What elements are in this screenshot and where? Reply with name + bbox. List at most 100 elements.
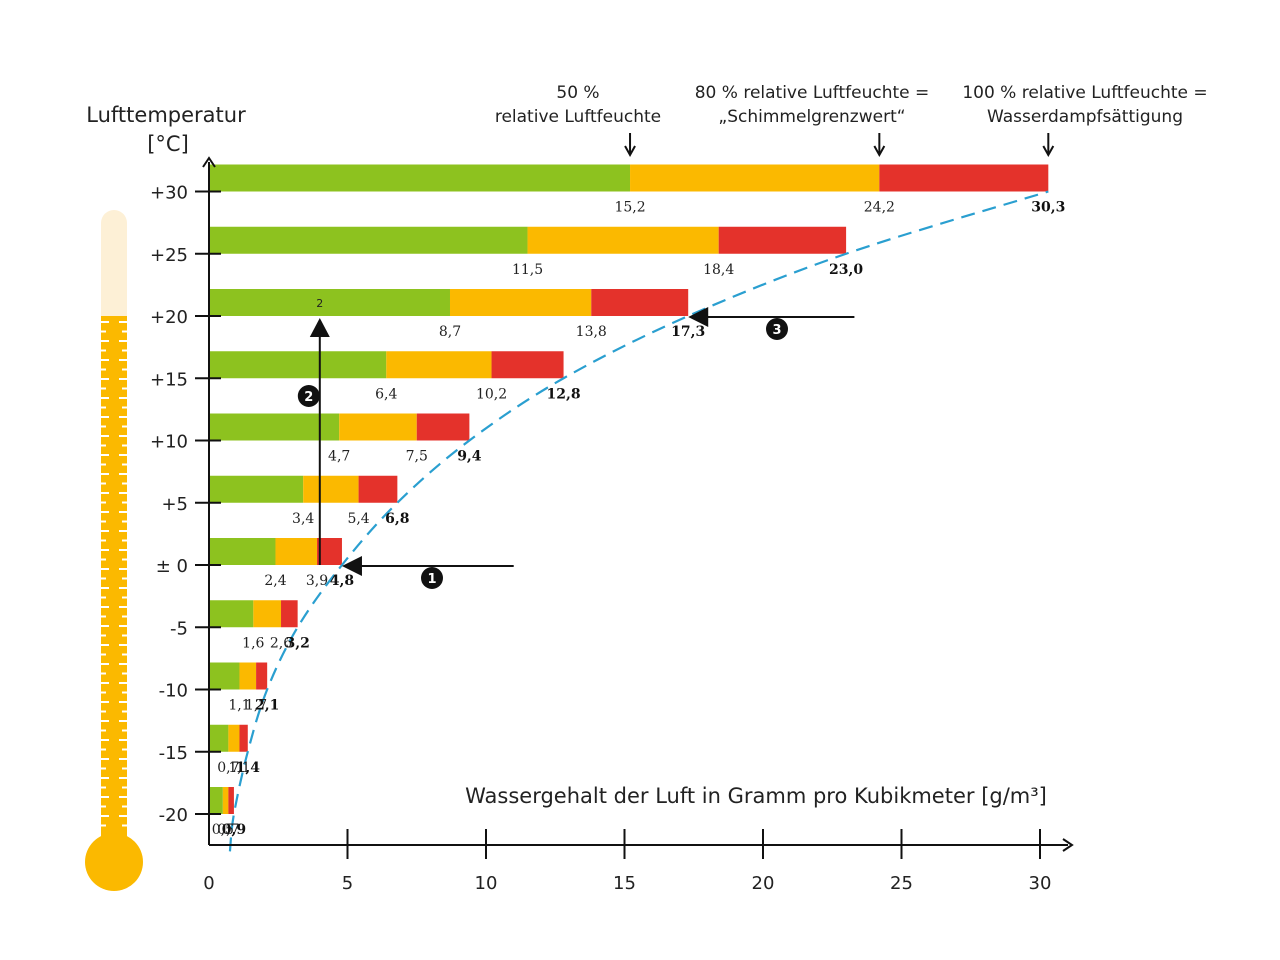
bar-segment-100 bbox=[491, 351, 564, 379]
bar-segment-80 bbox=[228, 724, 240, 752]
legend-arrowhead bbox=[624, 145, 636, 158]
bar-segment-80 bbox=[303, 475, 359, 503]
step-arrowhead bbox=[341, 556, 362, 576]
y-tick-label: +30 bbox=[150, 183, 188, 204]
bar-segment-80 bbox=[527, 226, 719, 254]
y-tick-label: +25 bbox=[150, 245, 188, 266]
value-label-50: 3,4 bbox=[292, 511, 314, 527]
y-tick-label: +10 bbox=[150, 432, 188, 453]
legend-annotation-text: relative Luftfeuchte bbox=[495, 107, 661, 127]
y-tick-label: -20 bbox=[159, 805, 188, 826]
bar-segment-50 bbox=[209, 289, 450, 316]
y-tick-label: -10 bbox=[159, 681, 188, 702]
legend-annotations: 50 % relative Luftfeuchte 80 % relative Lu… bbox=[495, 83, 1208, 158]
bar-segment-80 bbox=[253, 600, 282, 628]
value-label-80: 2,6 bbox=[270, 635, 292, 651]
bar-segment-50 bbox=[209, 662, 240, 690]
value-label-80: 10,2 bbox=[476, 386, 507, 402]
step-badge-number: 3 bbox=[772, 323, 781, 338]
step-top-label: 2 bbox=[316, 297, 323, 310]
axes: +30 +25 +20 +15 +10 +5 ± 0 -5 -10 -15 -20 0 5 10 15 20 2… bbox=[150, 156, 1074, 894]
legend-annotation-text: 50 % bbox=[556, 83, 599, 103]
bar-segment-100 bbox=[879, 164, 1049, 192]
value-label-80: 1,7 bbox=[245, 698, 267, 714]
thermometer-tube-top bbox=[101, 210, 127, 330]
x-tick-label: 20 bbox=[752, 873, 775, 894]
bar-segment-100 bbox=[591, 289, 689, 316]
bar-segment-80 bbox=[339, 413, 417, 441]
value-label-80: 3,9 bbox=[306, 573, 328, 589]
value-label-50: 1,1 bbox=[228, 698, 250, 714]
y-tick-label: +5 bbox=[161, 494, 188, 515]
value-label-80: 0,7 bbox=[217, 822, 239, 838]
step-arrowhead bbox=[309, 318, 330, 337]
value-labels: 15,2 24,2 30,311,5 18,4 23,08,7 13,8 17,36,4 10… bbox=[212, 200, 1066, 839]
thermometer-icon bbox=[85, 210, 143, 891]
value-label-80: 7,5 bbox=[406, 449, 428, 465]
y-axis-unit: [°C] bbox=[147, 132, 189, 156]
x-tick-label: 15 bbox=[613, 873, 636, 894]
value-label-100: 12,8 bbox=[547, 386, 581, 402]
value-label-50: 0,7 bbox=[217, 760, 239, 776]
value-label-50: 4,7 bbox=[328, 449, 350, 465]
value-label-50: 15,2 bbox=[614, 200, 645, 216]
bar-segment-80 bbox=[239, 662, 257, 690]
bar-segment-50 bbox=[209, 164, 631, 192]
step-badge-icon bbox=[297, 385, 320, 407]
step-badge-icon bbox=[421, 567, 443, 589]
x-tick-label: 25 bbox=[890, 873, 913, 894]
x-tick-label: 10 bbox=[475, 873, 498, 894]
bar-segment-50 bbox=[209, 600, 254, 628]
value-label-80: 5,4 bbox=[347, 511, 369, 527]
value-label-100: 17,3 bbox=[671, 324, 705, 340]
y-axis-title: Lufttemperatur bbox=[86, 103, 246, 127]
x-axis-arrowhead bbox=[1062, 838, 1074, 852]
x-tick-label: 0 bbox=[203, 873, 214, 894]
bar-segment-100 bbox=[256, 662, 268, 690]
bar-segment-50 bbox=[209, 226, 528, 254]
value-label-100: 23,0 bbox=[829, 262, 863, 278]
value-label-50: 1,6 bbox=[242, 635, 264, 651]
value-label-100: 6,8 bbox=[385, 511, 409, 527]
value-label-50: 6,4 bbox=[375, 386, 397, 402]
bar-segment-100 bbox=[416, 413, 470, 441]
x-tick-label: 5 bbox=[342, 873, 353, 894]
x-tick-label: 30 bbox=[1029, 873, 1052, 894]
value-label-50: 2,4 bbox=[264, 573, 286, 589]
step-arrowhead bbox=[688, 307, 709, 327]
bar-segment-50 bbox=[209, 351, 387, 379]
step-badge-number: 2 bbox=[304, 390, 313, 405]
bar-segment-100 bbox=[317, 538, 342, 565]
bar-segment-100 bbox=[228, 787, 234, 814]
bar-segment-50 bbox=[209, 413, 340, 441]
thermometer-scale bbox=[101, 321, 127, 827]
value-label-50: 0,5 bbox=[212, 822, 234, 838]
legend-annotation-text: 80 % relative Luftfeuchte = bbox=[695, 83, 930, 103]
legend-annotation-text: 100 % relative Luftfeuchte = bbox=[962, 83, 1207, 103]
value-label-80: 1,1 bbox=[228, 760, 250, 776]
bar-segment-80 bbox=[222, 787, 229, 814]
thermometer-tube bbox=[101, 316, 127, 850]
legend-annotation-text: Wasserdampfsättigung bbox=[987, 107, 1183, 127]
y-tick-label: +20 bbox=[150, 307, 188, 328]
bar-segment-80 bbox=[386, 351, 492, 379]
x-axis-title: Wassergehalt der Luft in Gramm pro Kubik… bbox=[465, 784, 1047, 808]
value-label-100: 1,4 bbox=[236, 760, 261, 776]
bar-segment-100 bbox=[358, 475, 398, 503]
bar-segment-80 bbox=[449, 289, 592, 316]
bar-segment-50 bbox=[209, 475, 304, 503]
y-tick-label: ± 0 bbox=[156, 556, 188, 577]
bar-segment-80 bbox=[630, 164, 880, 192]
legend-annotation-text: „Schimmelgrenzwert“ bbox=[718, 107, 905, 127]
bar-segment-50 bbox=[209, 724, 229, 752]
step-badge-number: 1 bbox=[427, 572, 436, 587]
bar-segment-100 bbox=[718, 226, 847, 254]
value-label-100: 4,8 bbox=[330, 573, 354, 589]
bar-segment-80 bbox=[275, 538, 318, 565]
y-tick-label: -5 bbox=[170, 618, 188, 639]
bar-segment-100 bbox=[281, 600, 298, 628]
y-tick-label: +15 bbox=[150, 369, 188, 390]
value-label-80: 24,2 bbox=[864, 200, 895, 216]
bars bbox=[209, 164, 1049, 814]
